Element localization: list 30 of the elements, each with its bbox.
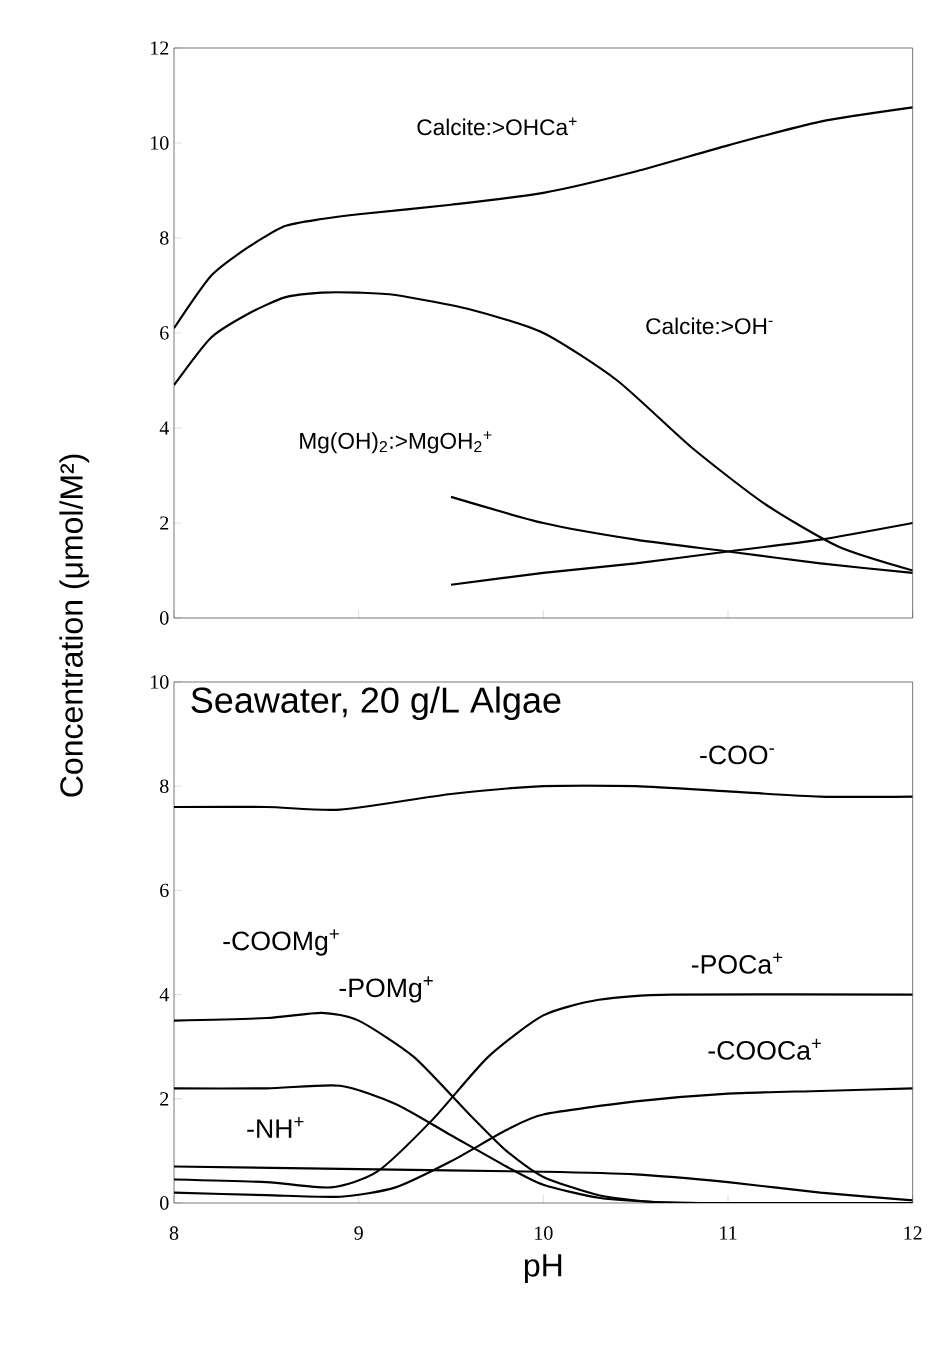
series-label: -POMg$^{+}$ bbox=[339, 976, 433, 1003]
x-tick-label: 10 bbox=[535, 1226, 553, 1240]
y-tick-label: 2 bbox=[160, 516, 169, 530]
y-tick-label: 0 bbox=[160, 611, 169, 625]
x-axis-title: pH bbox=[524, 1254, 562, 1284]
series-label: -COOCa$^{+}$ bbox=[708, 1038, 821, 1060]
text: Mg(OH)$_{2}$:>MgOH$_{2}$+ bbox=[300, 431, 492, 454]
series-label: -POCa$^{+}$ bbox=[691, 952, 783, 974]
y-tick-label: 6 bbox=[160, 883, 169, 898]
y-axis-title: Concentration (μmol/M²) bbox=[59, 454, 90, 797]
x-tick-label: 8 bbox=[169, 1226, 179, 1240]
y-tick-label: 12 bbox=[151, 41, 169, 55]
y-tick-label: 8 bbox=[160, 779, 169, 793]
series-label: -NH$^{+}$ bbox=[247, 1117, 304, 1138]
text: Calcite:>OH$^{-}$ bbox=[646, 317, 773, 335]
y-tick-label: 4 bbox=[159, 421, 169, 435]
y-tick-label: 0 bbox=[160, 1196, 169, 1210]
annotation: -COOMg$^{+}$ bbox=[223, 929, 339, 956]
y-tick-label: 10 bbox=[151, 675, 169, 689]
y-tick-label: 8 bbox=[160, 231, 169, 245]
x-tick-label: 12 bbox=[904, 1226, 922, 1240]
chart-title: Seawater, 20 g/L Algae bbox=[191, 686, 561, 721]
y-tick-label: 10 bbox=[151, 136, 169, 150]
text: Calcite:>OHCa$^{+}$ bbox=[417, 117, 577, 136]
x-tick-label: 9 bbox=[354, 1226, 363, 1240]
y-tick-label: 2 bbox=[160, 1092, 169, 1106]
y-tick-label: 4 bbox=[159, 988, 169, 1002]
series-label: -COO$^{-}$ bbox=[700, 745, 774, 765]
y-tick-label: 6 bbox=[160, 326, 169, 340]
x-tick-label: 11 bbox=[720, 1226, 737, 1240]
